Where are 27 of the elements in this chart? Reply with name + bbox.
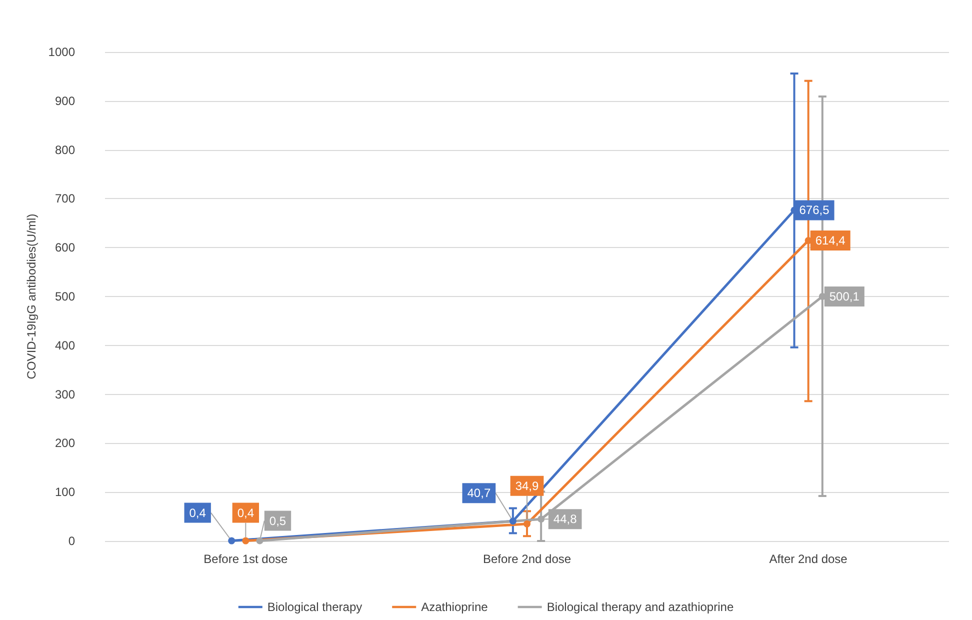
y-tick-label: 400	[54, 338, 76, 352]
y-tick-label: 200	[54, 436, 76, 450]
data-label: 500,1	[829, 289, 860, 304]
data-label: 614,4	[815, 234, 846, 248]
y-tick-label: 0	[68, 534, 76, 548]
data-label: 676,5	[799, 203, 830, 218]
data-label: 34,9	[515, 478, 539, 493]
data-label: 44,8	[553, 512, 578, 526]
x-tick-label: Before 2nd dose	[482, 552, 572, 566]
y-tick-label: 300	[54, 387, 76, 402]
y-tick-label: 900	[54, 94, 76, 108]
data-label: 0,4	[189, 506, 206, 520]
y-tick-label: 100	[54, 485, 76, 500]
y-axis-title: COVID-19IgG antibodies(U/ml)	[24, 214, 38, 380]
legend-label: Azathioprine	[421, 600, 488, 614]
y-tick-label: 500	[54, 290, 76, 304]
x-tick-label: Before 1st dose	[204, 552, 288, 566]
y-tick-label: 600	[54, 240, 76, 255]
y-tick-label: 700	[54, 192, 76, 206]
data-label: 0,4	[237, 506, 254, 520]
legend-label: Biological therapy	[267, 600, 362, 614]
legend-label: Biological therapy and azathioprine	[546, 600, 734, 614]
data-label: 40,7	[467, 486, 491, 500]
y-tick-label: 800	[54, 142, 76, 157]
data-label: 0,5	[269, 514, 286, 528]
x-tick-label: After 2nd dose	[769, 552, 848, 566]
y-tick-label: 1000	[48, 45, 76, 59]
